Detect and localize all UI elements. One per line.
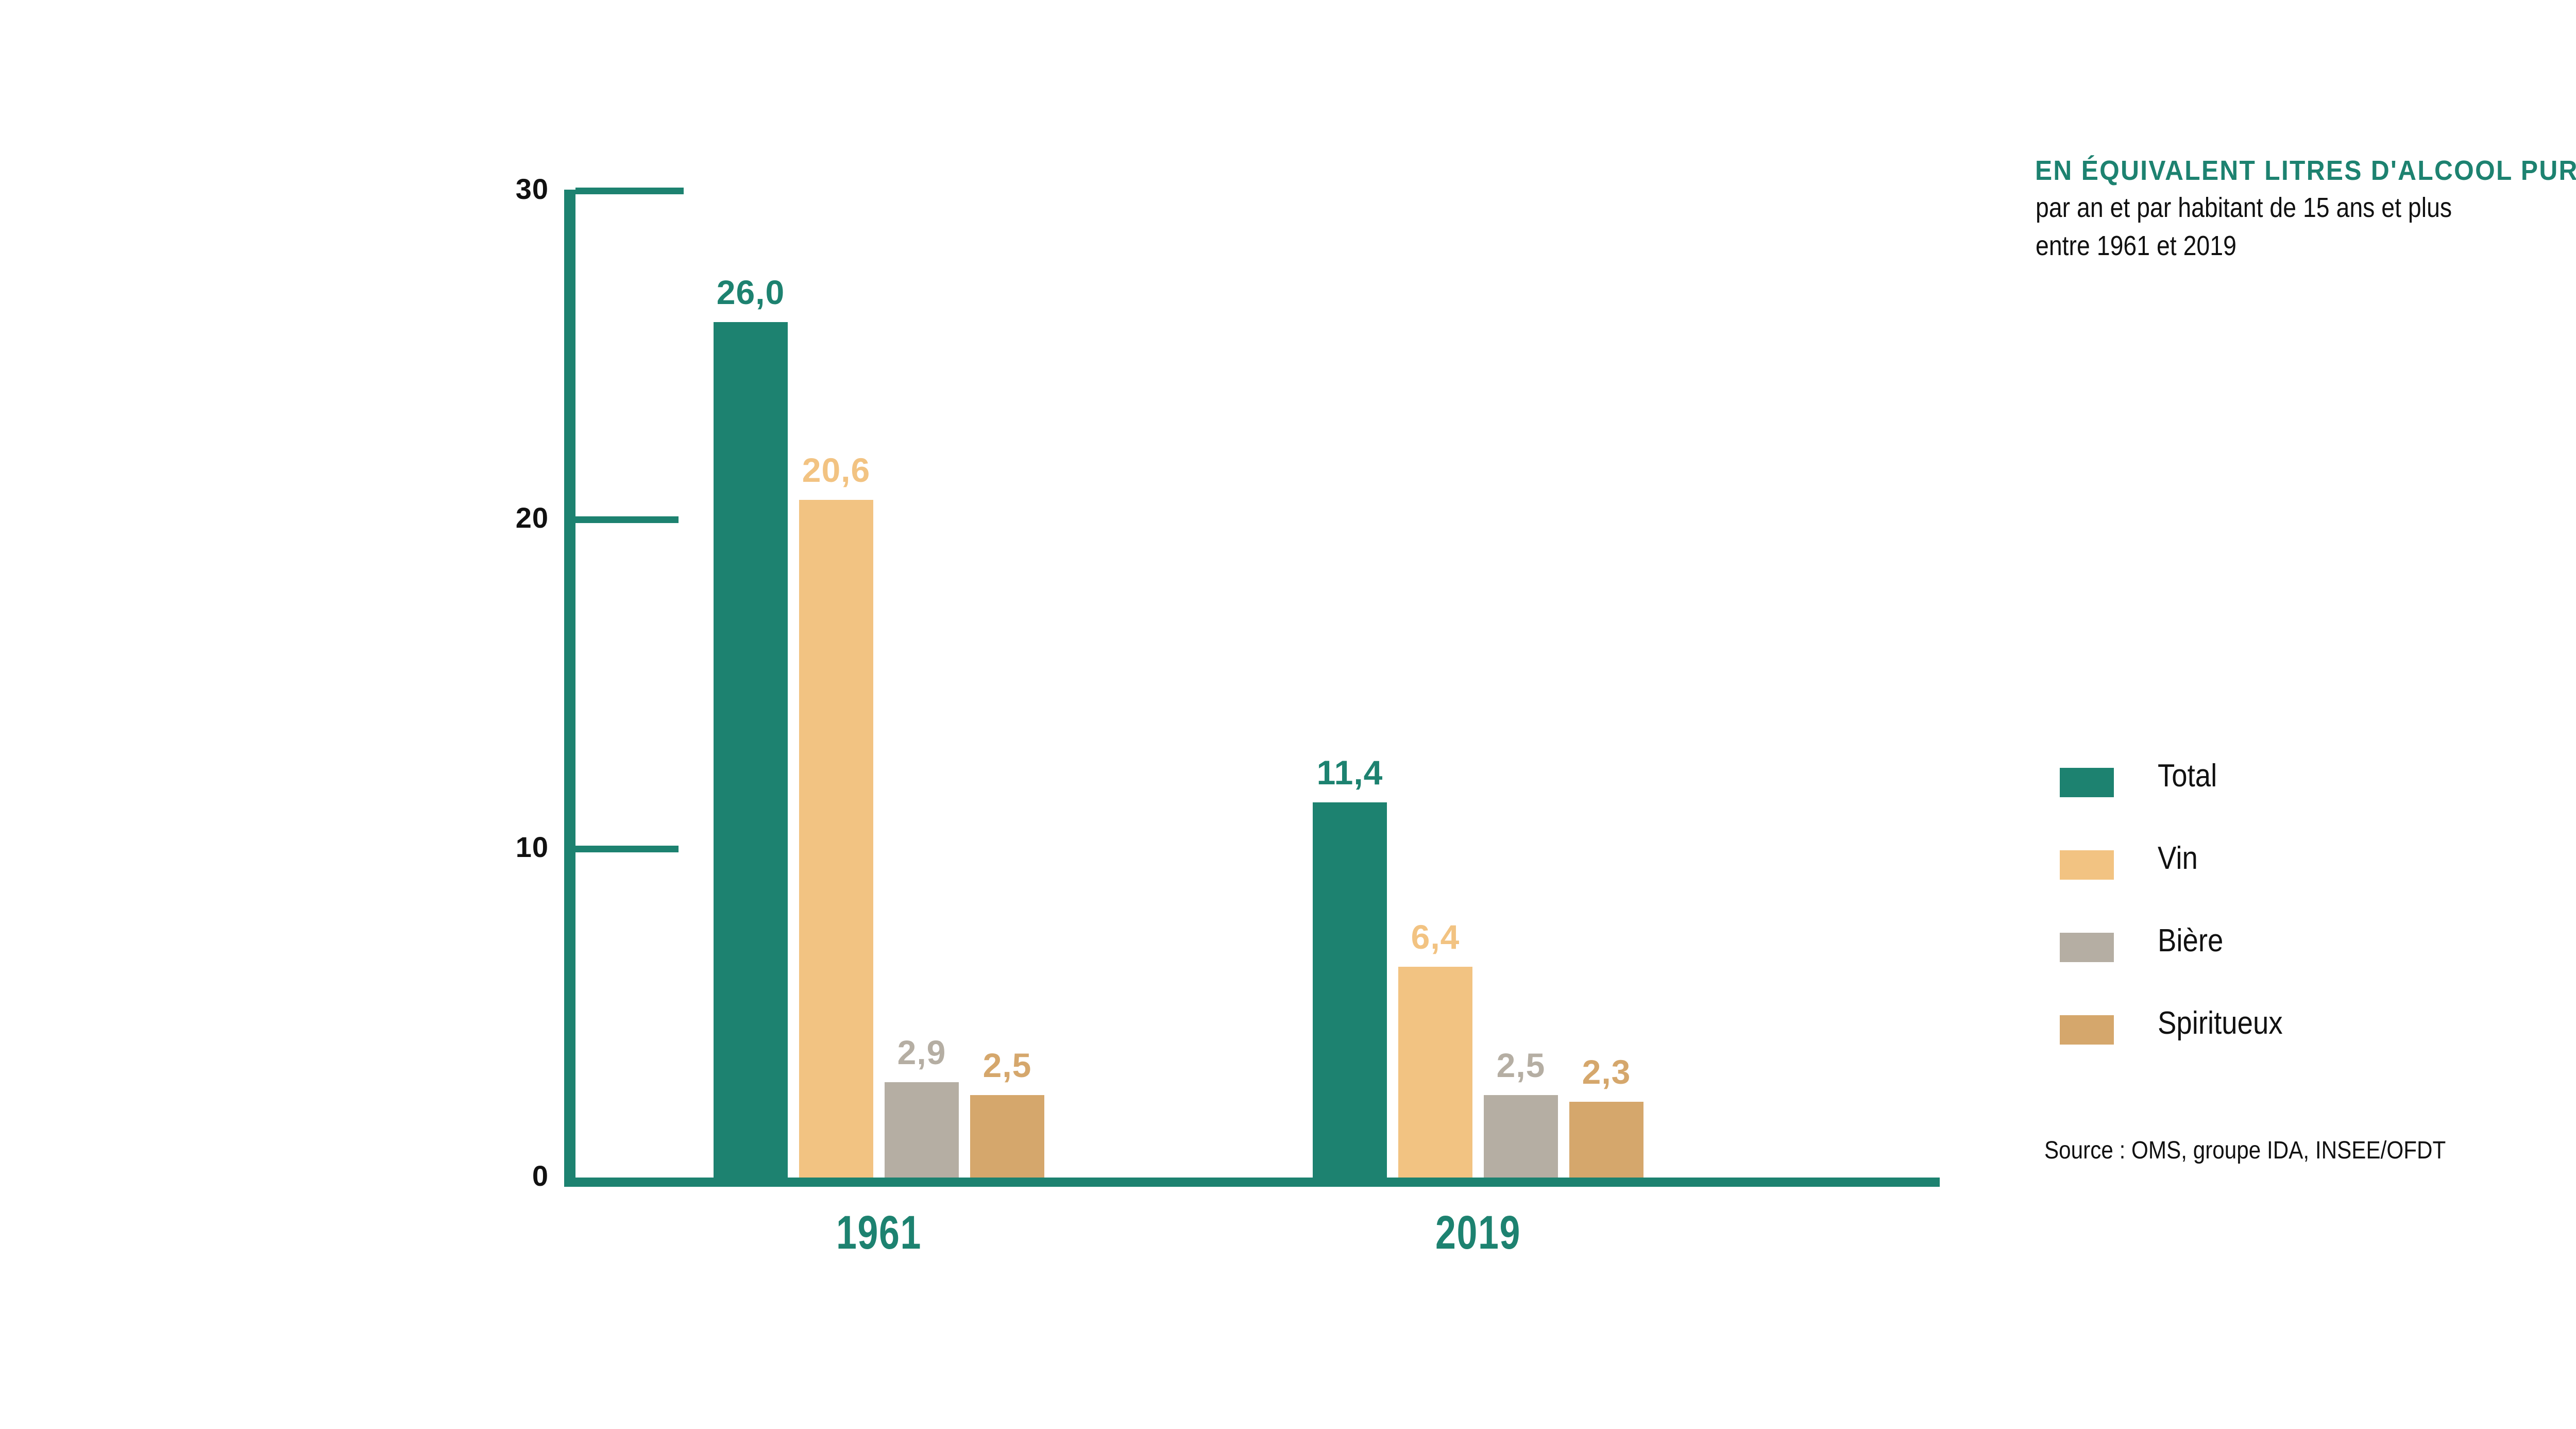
y-axis-line <box>564 190 575 1187</box>
y-tick-mark-20 <box>575 516 679 524</box>
bar-2019-bière <box>1484 1095 1558 1178</box>
legend-label-vin: Vin <box>2158 840 2198 876</box>
x-axis-group-label-2019: 2019 <box>1435 1206 1521 1259</box>
legend-swatch-spiritueux <box>2060 1015 2114 1045</box>
bar-2019-vin <box>1398 967 1472 1178</box>
chart-side-panel: EN ÉQUIVALENT LITRES D'ALCOOL PUR, par a… <box>2035 0 2576 1429</box>
y-tick-mark-30 <box>575 188 684 194</box>
x-axis-line <box>564 1178 1940 1187</box>
bar-1961-spiritueux <box>970 1095 1044 1178</box>
chart-subtitle-line-1: par an et par habitant de 15 ans et plus <box>2036 192 2452 223</box>
bar-value-label-2019-bière: 2,5 <box>1496 1046 1546 1085</box>
y-tick-label-10: 10 <box>515 830 549 863</box>
bar-chart: 30 20 10 0 26,0 20,6 2,9 2,5 11,4 6,4 2,5 2,3 1… <box>515 173 1940 1259</box>
y-tick-label-0: 0 <box>532 1159 549 1192</box>
chart-source-note: Source : OMS, groupe IDA, INSEE/OFDT <box>2044 1137 2446 1164</box>
bar-2019-total <box>1313 802 1387 1178</box>
chart-kicker-title: EN ÉQUIVALENT LITRES D'ALCOOL PUR, <box>2035 155 2576 186</box>
bar-value-label-1961-total: 26,0 <box>716 273 785 312</box>
bar-1961-total <box>714 322 788 1178</box>
bar-value-label-2019-vin: 6,4 <box>1411 918 1460 956</box>
bar-value-label-1961-spiritueux: 2,5 <box>982 1046 1032 1085</box>
bar-2019-spiritueux <box>1569 1102 1643 1178</box>
y-tick-mark-10 <box>575 845 679 852</box>
legend-swatch-biere <box>2060 933 2114 962</box>
bar-value-label-2019-spiritueux: 2,3 <box>1582 1053 1631 1091</box>
chart-subtitle-line-2: entre 1961 et 2019 <box>2036 230 2236 261</box>
legend-label-spiritueux: Spiritueux <box>2158 1005 2283 1041</box>
legend-swatch-vin <box>2060 850 2114 880</box>
legend-swatch-total <box>2060 768 2114 797</box>
legend-label-total: Total <box>2158 758 2217 794</box>
bar-value-label-1961-vin: 20,6 <box>802 451 871 490</box>
bar-1961-bière <box>885 1082 959 1178</box>
y-tick-label-30: 30 <box>515 173 549 205</box>
x-axis-group-label-1961: 1961 <box>836 1206 922 1259</box>
y-tick-label-20: 20 <box>515 501 549 534</box>
bar-1961-vin <box>799 500 873 1178</box>
legend-label-biere: Bière <box>2158 923 2224 959</box>
bar-value-label-2019-total: 11,4 <box>1316 753 1383 792</box>
bar-value-label-1961-bière: 2,9 <box>897 1033 946 1071</box>
